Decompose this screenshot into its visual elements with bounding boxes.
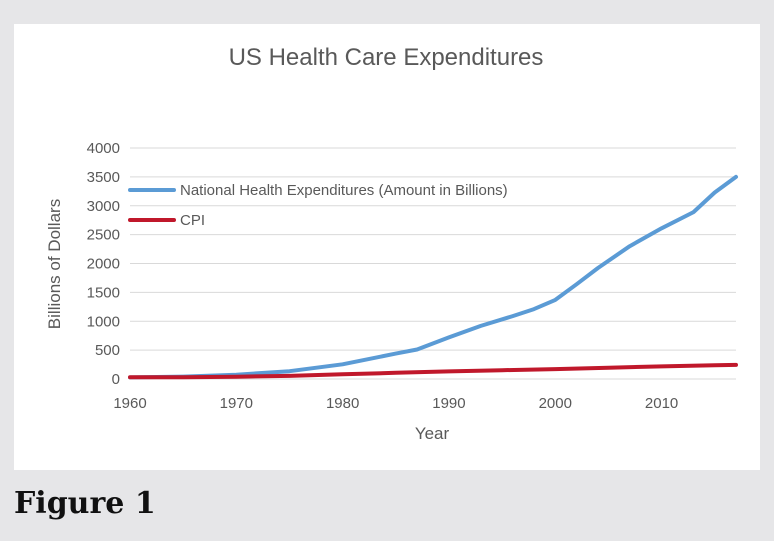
nhe-series-line [128, 174, 738, 380]
x-tick-label: 2010 [645, 395, 678, 412]
legend-label-nhe: National Health Expenditures (Amount in … [180, 182, 508, 199]
x-tick-label: 1990 [432, 395, 465, 412]
chart-panel: 0 500 1000 1500 2000 2500 3000 3500 4000 1960 197… [14, 24, 760, 470]
y-axis-label: Billions of Dollars [45, 199, 64, 329]
x-tick-label: 1980 [326, 395, 359, 412]
x-tick-label: 1960 [113, 395, 146, 412]
x-tick-label: 1970 [220, 395, 253, 412]
y-tick-label: 3500 [87, 169, 120, 186]
figure-caption: Figure 1 [14, 486, 156, 521]
y-tick-label: 0 [112, 371, 120, 388]
series-lines [128, 174, 738, 380]
gridlines [130, 147, 736, 380]
y-tick-label: 1500 [87, 284, 120, 301]
x-axis-label: Year [415, 424, 450, 443]
legend-label-cpi: CPI [180, 212, 205, 229]
y-tick-label: 4000 [87, 140, 120, 157]
y-tick-labels: 0 500 1000 1500 2000 2500 3000 3500 4000 [87, 140, 120, 388]
x-tick-labels: 1960 1970 1980 1990 2000 2010 [113, 395, 678, 412]
health-expenditure-chart: 0 500 1000 1500 2000 2500 3000 3500 4000 1960 197… [45, 44, 738, 443]
chart-title: US Health Care Expenditures [229, 44, 544, 71]
legend: National Health Expenditures (Amount in … [128, 182, 508, 229]
cpi-series-line [128, 362, 738, 380]
y-tick-label: 3000 [87, 198, 120, 215]
x-tick-label: 2000 [539, 395, 572, 412]
y-tick-label: 2500 [87, 227, 120, 244]
y-tick-label: 1000 [87, 313, 120, 330]
y-tick-label: 500 [95, 342, 120, 359]
y-tick-label: 2000 [87, 256, 120, 273]
